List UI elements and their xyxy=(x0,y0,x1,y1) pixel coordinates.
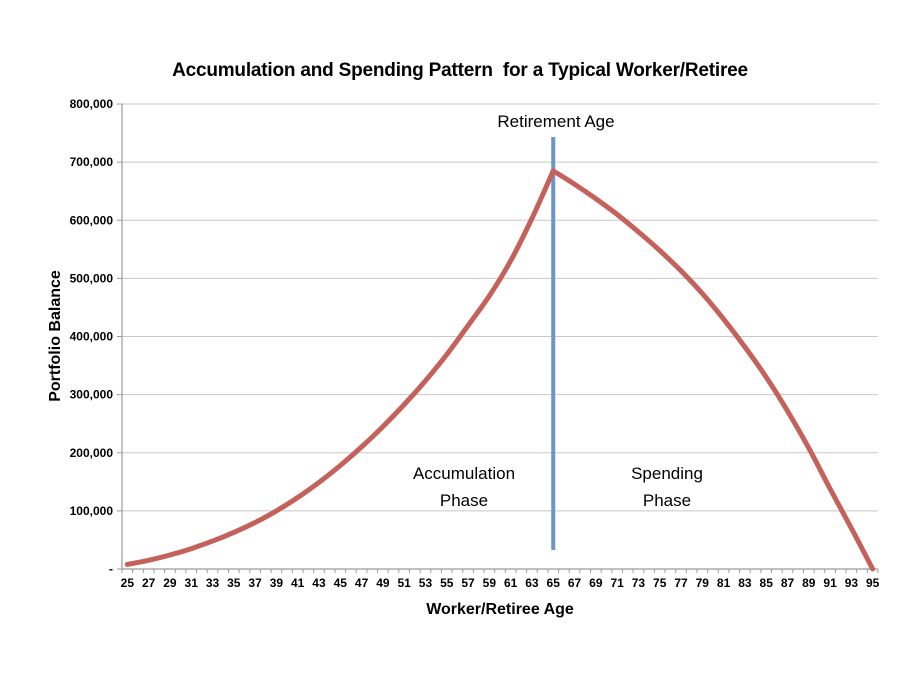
y-tick-label: 100,000 xyxy=(70,504,114,518)
x-tick-label: 31 xyxy=(185,576,199,590)
y-tick-label: 800,000 xyxy=(70,97,114,111)
y-tick-label: 600,000 xyxy=(70,213,114,227)
x-tick-label: 85 xyxy=(760,576,774,590)
x-tick-label: 57 xyxy=(461,576,475,590)
x-tick-label: 91 xyxy=(823,576,837,590)
x-tick-label: 35 xyxy=(227,576,241,590)
x-tick-label: 41 xyxy=(291,576,305,590)
x-axis-title: Worker/Retiree Age xyxy=(426,601,574,618)
x-tick-label: 53 xyxy=(419,576,433,590)
y-tick-label: 200,000 xyxy=(70,446,114,460)
x-tick-label: 27 xyxy=(142,576,156,590)
x-tick-label: 65 xyxy=(547,576,561,590)
x-tick-label: 33 xyxy=(206,576,220,590)
y-axis-title: Portfolio Balance xyxy=(47,270,64,402)
x-tick-label: 47 xyxy=(355,576,369,590)
x-tick-label: 95 xyxy=(866,576,880,590)
x-tick-label: 25 xyxy=(121,576,135,590)
x-tick-label: 67 xyxy=(568,576,582,590)
x-tick-label: 63 xyxy=(525,576,539,590)
x-tick-label: 51 xyxy=(397,576,411,590)
x-tick-label: 43 xyxy=(312,576,326,590)
y-tick-label: 300,000 xyxy=(70,388,114,402)
x-tick-label: 61 xyxy=(504,576,518,590)
portfolio-balance-curve xyxy=(124,168,556,567)
x-tick-label: 81 xyxy=(717,576,731,590)
x-tick-label: 93 xyxy=(845,576,859,590)
x-tick-label: 69 xyxy=(589,576,603,590)
x-tick-label: 73 xyxy=(632,576,646,590)
x-tick-label: 75 xyxy=(653,576,667,590)
x-tick-label: 87 xyxy=(781,576,795,590)
x-tick-label: 89 xyxy=(802,576,816,590)
x-tick-label: 55 xyxy=(440,576,454,590)
x-tick-label: 37 xyxy=(248,576,262,590)
x-tick-label: 83 xyxy=(738,576,752,590)
y-tick-label: 400,000 xyxy=(70,330,114,344)
x-tick-label: 49 xyxy=(376,576,390,590)
x-tick-label: 71 xyxy=(610,576,624,590)
retirement-age-label: Retirement Age xyxy=(497,112,615,131)
x-tick-label: 39 xyxy=(270,576,284,590)
portfolio-balance-curve xyxy=(550,168,876,572)
x-tick-label: 45 xyxy=(334,576,348,590)
accumulation-phase-label: Accumulation Phase xyxy=(412,464,516,510)
y-tick-label: - xyxy=(109,562,113,576)
y-tick-label: 500,000 xyxy=(70,271,114,285)
chart-title: Accumulation and Spending Pattern for a … xyxy=(172,60,748,81)
x-tick-label: 77 xyxy=(674,576,688,590)
x-tick-label: 79 xyxy=(696,576,710,590)
x-tick-label: 29 xyxy=(163,576,177,590)
spending-phase-label: Spending Phase xyxy=(631,464,703,510)
y-tick-label: 700,000 xyxy=(70,155,114,169)
x-tick-label: 59 xyxy=(483,576,497,590)
